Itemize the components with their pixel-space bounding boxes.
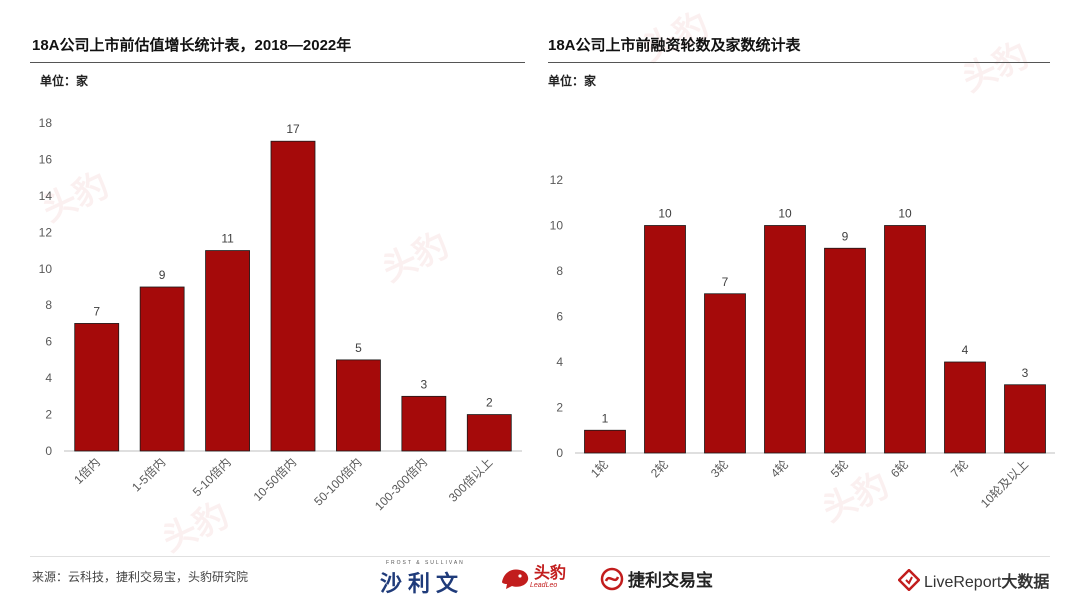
left-data-label: 5 bbox=[355, 341, 362, 355]
left-y-tick-label: 14 bbox=[39, 189, 53, 203]
source-note: 来源：云科技，捷利交易宝，头豹研究院 bbox=[32, 570, 249, 584]
right-data-label: 9 bbox=[842, 229, 849, 243]
left-y-tick-label: 0 bbox=[45, 444, 52, 458]
right-bar bbox=[824, 247, 866, 454]
right-category-label: 6轮 bbox=[888, 457, 911, 480]
left-y-tick-label: 18 bbox=[39, 116, 53, 130]
right-category-label: 2轮 bbox=[648, 457, 671, 480]
right-y-tick-label: 0 bbox=[556, 446, 563, 460]
right-chart-title: 18A公司上市前融资轮数及家数统计表 bbox=[548, 37, 801, 54]
right-bar bbox=[1004, 384, 1046, 454]
right-data-label: 1 bbox=[602, 411, 609, 425]
left-y-tick-label: 6 bbox=[45, 335, 52, 349]
left-y-tick-label: 2 bbox=[45, 408, 52, 422]
leadleo-logo-text: 头豹 bbox=[534, 564, 567, 582]
right-category-label: 7轮 bbox=[948, 457, 971, 480]
right-data-label: 10 bbox=[898, 207, 912, 221]
right-chart-unit: 单位：家 bbox=[548, 74, 597, 88]
livereport-logo-text: LiveReport bbox=[924, 574, 1002, 591]
left-data-label: 2 bbox=[486, 396, 493, 410]
left-category-label: 1倍内 bbox=[71, 455, 103, 487]
right-bar bbox=[944, 361, 986, 454]
left-data-label: 9 bbox=[159, 268, 166, 282]
right-category-label: 5轮 bbox=[828, 457, 851, 480]
right-category-label: 3轮 bbox=[708, 457, 731, 480]
right-y-tick-label: 2 bbox=[556, 401, 563, 415]
right-category-label: 4轮 bbox=[768, 457, 791, 480]
right-bar bbox=[704, 293, 746, 454]
left-y-tick-label: 16 bbox=[39, 152, 53, 166]
right-bar-chart: 0 2 4 6 8 10 12 1 1轮 10 2轮 7 3轮 10 4轮 9 5轮 10 6轮 4 7轮 3 10轮及以上 bbox=[550, 173, 1055, 511]
left-bar bbox=[401, 395, 447, 452]
left-category-label: 10-50倍内 bbox=[250, 455, 299, 504]
left-bar bbox=[270, 140, 316, 452]
left-category-label: 300倍以上 bbox=[445, 455, 495, 505]
jieli-swirl-icon bbox=[600, 567, 624, 590]
left-chart-unit: 单位：家 bbox=[40, 74, 89, 88]
right-data-label: 10 bbox=[778, 207, 792, 221]
right-bar bbox=[584, 429, 626, 454]
right-y-tick-label: 12 bbox=[550, 173, 564, 187]
left-y-tick-label: 8 bbox=[45, 298, 52, 312]
frost-sullivan-logo: 沙利文 bbox=[380, 571, 465, 596]
left-data-label: 11 bbox=[221, 232, 234, 246]
livereport-diamond-icon bbox=[898, 569, 920, 591]
left-category-label: 5-10倍内 bbox=[189, 455, 234, 500]
left-data-label: 3 bbox=[421, 377, 428, 391]
right-y-tick-label: 10 bbox=[550, 219, 564, 233]
livereport-logo: LiveReport大数据 bbox=[898, 568, 1049, 592]
left-y-tick-label: 12 bbox=[39, 225, 53, 239]
left-bar bbox=[466, 414, 512, 452]
right-category-label: 1轮 bbox=[588, 457, 611, 480]
left-bar bbox=[205, 250, 250, 452]
left-data-label: 7 bbox=[93, 304, 100, 318]
left-y-tick-label: 10 bbox=[39, 262, 53, 276]
right-data-label: 4 bbox=[962, 343, 969, 357]
leadleo-logo: 头豹 LeadLeo bbox=[500, 564, 566, 590]
left-y-tick-label: 4 bbox=[45, 371, 52, 385]
left-bar bbox=[74, 323, 120, 452]
left-data-label: 17 bbox=[286, 122, 300, 136]
leopard-icon bbox=[502, 569, 529, 589]
right-y-tick-label: 8 bbox=[556, 264, 563, 278]
jieli-logo: 捷利交易宝 bbox=[600, 566, 713, 591]
left-title-divider bbox=[30, 62, 525, 63]
left-category-label: 50-100倍内 bbox=[311, 455, 365, 509]
footer-divider bbox=[30, 556, 1050, 557]
left-bar bbox=[336, 359, 381, 452]
leadleo-logo-subtext: LeadLeo bbox=[530, 581, 558, 589]
frost-sullivan-subtext: FROST & SULLIVAN bbox=[386, 560, 465, 566]
right-data-label: 10 bbox=[658, 207, 672, 221]
right-bar bbox=[884, 225, 926, 454]
right-category-label: 10轮及以上 bbox=[978, 457, 1031, 510]
left-chart-title: 18A公司上市前估值增长统计表，2018—2022年 bbox=[32, 37, 352, 54]
left-category-label: 1-5倍内 bbox=[128, 455, 168, 495]
right-y-tick-label: 4 bbox=[556, 355, 563, 369]
left-category-label: 100-300倍内 bbox=[371, 455, 430, 514]
livereport-logo-suffix: 大数据 bbox=[1001, 574, 1050, 591]
right-data-label: 7 bbox=[722, 275, 729, 289]
right-data-label: 3 bbox=[1022, 366, 1029, 380]
left-bar bbox=[139, 286, 185, 452]
right-bar bbox=[644, 225, 686, 454]
left-bar-chart: 0 2 4 6 8 10 12 14 16 18 7 1倍内 9 1-5倍内 11 5-10倍内 17 10-50… bbox=[39, 116, 522, 513]
right-y-tick-label: 6 bbox=[556, 310, 563, 324]
jieli-logo-text: 捷利交易宝 bbox=[628, 571, 713, 590]
right-title-divider bbox=[548, 62, 1050, 63]
right-bar bbox=[764, 225, 806, 454]
